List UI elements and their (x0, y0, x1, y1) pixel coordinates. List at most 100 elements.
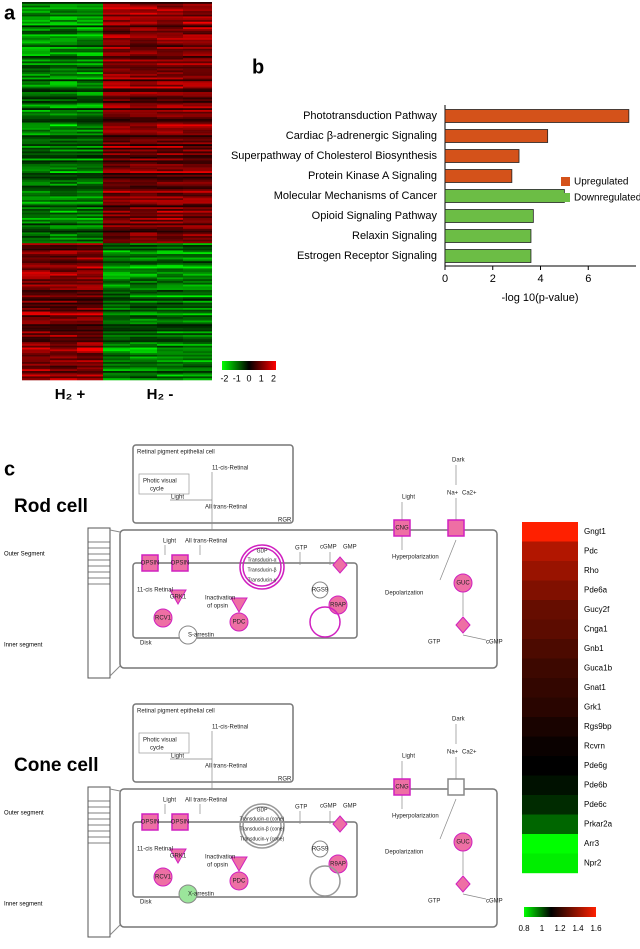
heatmap-cell (22, 232, 50, 235)
x-tick-label: 4 (537, 273, 543, 285)
heatmap-cell (103, 153, 130, 156)
disk-outline (132, 821, 358, 898)
heatmap-cell (22, 164, 50, 167)
heatmap-cell (50, 353, 77, 356)
gene-label: Prkar2a (584, 819, 613, 828)
heatmap-cell (183, 270, 212, 273)
gene-node (453, 832, 473, 852)
heatmap-cell (103, 106, 130, 109)
heatmap-cell (50, 173, 77, 176)
heatmap-cell (157, 162, 183, 165)
heatmap-cell (77, 254, 103, 257)
heatmap-cell (103, 243, 130, 246)
heatmap-cell (22, 9, 50, 12)
heatmap-cell (157, 194, 183, 197)
heatmap-cell (77, 281, 103, 284)
heatmap-cell (77, 306, 103, 309)
heatmap-cell (103, 200, 130, 203)
heatmap-cell (77, 77, 103, 80)
heatmap-cell (130, 216, 157, 219)
heatmap-cell (50, 272, 77, 275)
heatmap-cell (77, 326, 103, 329)
heatmap-cell (130, 126, 157, 129)
heatmap-cell (157, 83, 183, 86)
heatmap-cell (77, 54, 103, 57)
heatmap-cell (103, 201, 130, 204)
heatmap-cell (157, 164, 183, 167)
heatmap-cell (157, 176, 183, 179)
heatmap-cell (22, 146, 50, 149)
diagram-label: S-arrestin (188, 633, 214, 639)
heatmap-cell (157, 59, 183, 62)
heatmap-cell (22, 299, 50, 302)
connector (462, 893, 487, 900)
heatmap-cell (130, 25, 157, 28)
cell-outline (119, 529, 498, 669)
heatmap-cell (50, 261, 77, 264)
gene-node (153, 608, 173, 628)
gene-node (141, 813, 159, 831)
heatmap-cell (130, 344, 157, 347)
heatmap-cell (183, 282, 212, 285)
heatmap-cell (103, 317, 130, 320)
heatmap-cell (157, 255, 183, 258)
heatmap-cell (183, 358, 212, 361)
heatmap-cell (183, 189, 212, 192)
heatmap-cell (77, 169, 103, 172)
heatmap-cell (22, 7, 50, 10)
heatmap-cell (103, 272, 130, 275)
heatmap-cell (50, 363, 77, 366)
heatmap-cell (22, 279, 50, 282)
heatmap-cell (50, 167, 77, 170)
heatmap-cell (103, 20, 130, 23)
heatmap-cell (130, 122, 157, 125)
heatmap-cell (50, 25, 77, 28)
heatmap-cell (157, 342, 183, 345)
heatmap-cell (157, 180, 183, 183)
diagram-label: GDP (257, 548, 269, 554)
heatmap-cell (50, 203, 77, 206)
heatmap-cell (22, 318, 50, 321)
category-label: Cardiac β-adrenergic Signaling (286, 130, 437, 142)
heatmap-cell (103, 120, 130, 123)
heatmap-cell (22, 329, 50, 332)
heatmap-cell (157, 48, 183, 51)
heatmap-cell (103, 14, 130, 17)
heatmap-cell (22, 122, 50, 125)
heatmap-cell (103, 182, 130, 185)
heatmap-cell (157, 270, 183, 273)
heatmap-cell (157, 216, 183, 219)
heatmap-cell (50, 43, 77, 46)
heatmap-cell (157, 293, 183, 296)
gene-node (171, 813, 189, 831)
heatmap-cell (50, 92, 77, 95)
heatmap-cell (50, 11, 77, 14)
heatmap-cell (103, 324, 130, 327)
heatmap-cell (157, 101, 183, 104)
heatmap-cell (22, 223, 50, 226)
heatmap-cell (157, 192, 183, 195)
heatmap-cell (103, 300, 130, 303)
diagram-label: Light (171, 495, 184, 501)
heatmap-cell (22, 336, 50, 339)
heatmap-cell (50, 68, 77, 71)
heatmap-cell (50, 198, 77, 201)
heatmap-cell (130, 245, 157, 248)
heatmap-cell (22, 138, 50, 141)
heatmap-cell (50, 135, 77, 138)
heatmap-cell (183, 259, 212, 262)
schematic-link (109, 665, 121, 677)
heatmap-cell (50, 155, 77, 158)
gene-label: Guca1b (584, 663, 613, 672)
heatmap-cell (157, 311, 183, 314)
heatmap-cell (130, 365, 157, 368)
heatmap-cell (103, 356, 130, 359)
category-label: Superpathway of Cholesterol Biosynthesis (231, 150, 438, 162)
heatmap-cell (157, 68, 183, 71)
heatmap-cell (183, 119, 212, 122)
heatmap-cell (22, 272, 50, 275)
heatmap-cell (157, 232, 183, 235)
heatmap-cell (77, 363, 103, 366)
heatmap-cell (130, 129, 157, 132)
heatmap-cell (103, 144, 130, 147)
